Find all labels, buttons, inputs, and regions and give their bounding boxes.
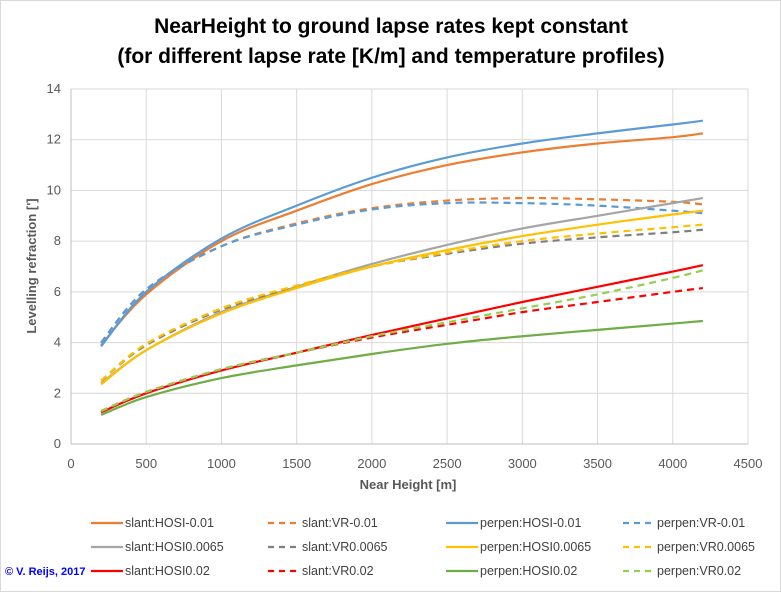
series-line-slant-hosi0.0065 xyxy=(100,196,704,385)
chart-title-line-2: (for different lapse rate [K/m] and temp… xyxy=(117,45,664,68)
x-tick-label: 4500 xyxy=(734,456,763,471)
legend-label: slant:HOSI-0.01 xyxy=(125,516,214,530)
y-axis-label: Levelling refraction ['] xyxy=(24,198,39,333)
legend-label: slant:VR0.02 xyxy=(302,564,374,578)
series-lines xyxy=(100,119,704,416)
legend-label: perpen:VR0.02 xyxy=(657,564,741,578)
gridlines xyxy=(70,88,749,445)
series-line-perpen-vr0.02 xyxy=(100,269,704,413)
y-tick-label: 10 xyxy=(47,182,61,197)
legend-label: perpen:HOSI-0.01 xyxy=(480,516,581,530)
legend-label: slant:HOSI0.02 xyxy=(125,564,210,578)
y-tick-label: 0 xyxy=(54,436,61,451)
series-line-perpen-hosi-0.01 xyxy=(100,119,704,348)
legend-label: slant:VR-0.01 xyxy=(302,516,378,530)
legend-label: perpen:VR-0.01 xyxy=(657,516,745,530)
legend: slant:HOSI-0.01 slant:VR-0.01 perpen:HOSI-… xyxy=(91,516,755,578)
series-line-slant-vr0.02 xyxy=(100,286,704,413)
y-tick-label: 8 xyxy=(54,233,61,248)
y-tick-label: 2 xyxy=(54,385,61,400)
legend-label: perpen:VR0.0065 xyxy=(657,540,755,554)
y-tick-label: 14 xyxy=(47,81,61,96)
series-line-slant-vr0.0065 xyxy=(100,228,703,382)
x-tick-label: 2500 xyxy=(433,456,462,471)
x-tick-label: 500 xyxy=(135,456,157,471)
legend-label: slant:HOSI0.0065 xyxy=(125,540,224,554)
x-tick-label: 2000 xyxy=(357,456,386,471)
series-line-slant-hosi-0.01 xyxy=(100,132,704,346)
x-tick-label: 4000 xyxy=(658,456,687,471)
series-line-perpen-hosi0.0065 xyxy=(100,209,704,386)
copyright-text: © V. Reijs, 2017 xyxy=(5,566,85,578)
legend-label: slant:VR0.0065 xyxy=(302,540,388,554)
x-tick-label: 3500 xyxy=(583,456,612,471)
series-line-perpen-vr0.0065 xyxy=(100,223,703,382)
y-tick-label: 6 xyxy=(54,284,61,299)
x-tick-label: 0 xyxy=(67,456,74,471)
chart-title-line-1: NearHeight to ground lapse rates kept co… xyxy=(154,15,628,38)
y-tick-label: 12 xyxy=(47,132,61,147)
x-axis-label: Near Height [m] xyxy=(360,477,457,492)
x-tick-label: 1000 xyxy=(207,456,236,471)
series-line-slant-hosi0.02 xyxy=(100,264,704,414)
y-tick-label: 4 xyxy=(54,335,61,350)
series-line-perpen-hosi0.02 xyxy=(100,319,703,416)
series-line-perpen-vr-0.01 xyxy=(100,201,703,344)
x-tick-label: 3000 xyxy=(508,456,537,471)
legend-label: perpen:HOSI0.02 xyxy=(480,564,577,578)
x-tick-label: 1500 xyxy=(282,456,311,471)
axis-ticks: 0 2 4 6 8 10 12 14 0 500 1000 1500 2000 2500 3000 3500 4… xyxy=(47,81,763,471)
legend-label: perpen:HOSI0.0065 xyxy=(480,540,591,554)
